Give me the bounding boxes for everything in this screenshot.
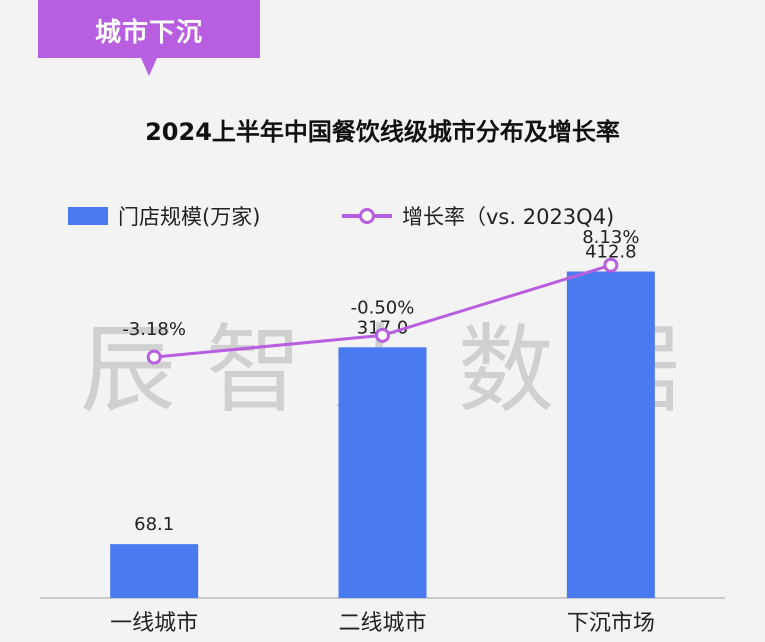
bar-2 xyxy=(338,347,427,598)
bar-1 xyxy=(110,544,199,598)
bar-value-label-2: 317.0 xyxy=(357,317,409,338)
section-tag-label: 城市下沉 xyxy=(94,18,203,48)
growth-rate-label-1: -3.18% xyxy=(122,319,186,340)
x-tick-label-3: 下沉市场 xyxy=(567,611,655,636)
legend-item-store-scale: 门店规模(万家) xyxy=(68,196,260,236)
growth-rate-label-2: -0.50% xyxy=(351,297,415,318)
growth-rate-point-2 xyxy=(375,327,390,343)
growth-rate-label-3: 8.13% xyxy=(582,227,639,248)
legend-line-swatch xyxy=(342,196,392,236)
bar-3 xyxy=(566,271,655,598)
legend-item-growth-rate: 增长率（vs. 2023Q4) xyxy=(342,196,614,236)
legend-label-growth-rate: 增长率（vs. 2023Q4) xyxy=(402,205,615,229)
legend-label-store-scale: 门店规模(万家) xyxy=(118,205,261,229)
legend-bar-swatch xyxy=(68,207,108,225)
tag-banner-shape xyxy=(38,0,260,76)
bar-value-label-3: 412.8 xyxy=(585,242,637,263)
x-tick-label-2: 二线城市 xyxy=(338,611,426,636)
section-tag: 城市下沉 xyxy=(38,0,260,78)
growth-rate-point-1 xyxy=(146,349,162,365)
chart-legend: 门店规模(万家) 增长率（vs. 2023Q4) xyxy=(0,196,765,236)
bar-value-label-1: 68.1 xyxy=(134,514,174,535)
chart-title: 2024上半年中国餐饮线级城市分布及增长率 xyxy=(145,118,620,146)
growth-rate-point-3 xyxy=(603,257,619,273)
x-tick-label-1: 一线城市 xyxy=(110,611,198,636)
